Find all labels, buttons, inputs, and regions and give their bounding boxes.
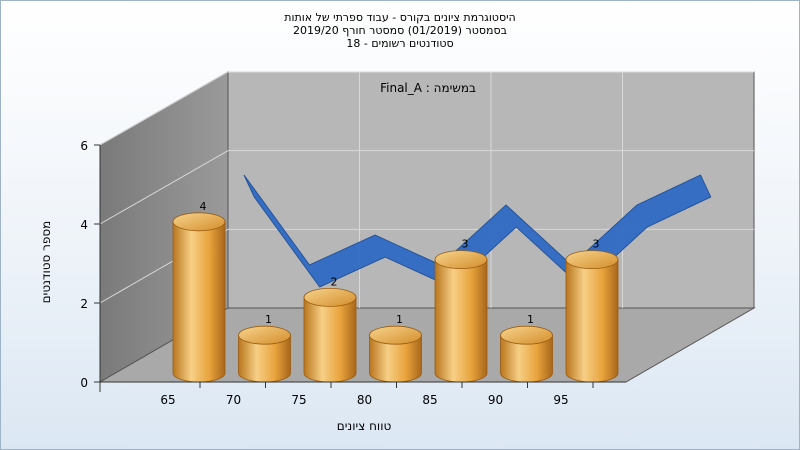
chart-annotation: במשימה : Final_A xyxy=(380,81,476,95)
bar-body xyxy=(565,259,619,383)
value-label: 1 xyxy=(265,313,272,326)
chart-title-line-3: סטודנטים רשומים - 18 xyxy=(346,37,454,50)
y-tick-label: 6 xyxy=(80,139,88,153)
value-label: 3 xyxy=(462,238,469,251)
bar-top xyxy=(172,212,226,232)
y-tick-label: 4 xyxy=(80,218,88,232)
y-tick-label: 2 xyxy=(80,297,88,311)
x-tick-label: 95 xyxy=(553,393,568,407)
bar-top xyxy=(238,325,291,345)
gridline-side xyxy=(99,71,229,146)
value-labels: 4 1 2 1 3 1 3 xyxy=(200,200,600,326)
x-tick-label: 80 xyxy=(357,393,372,407)
bar-top xyxy=(303,287,357,307)
value-label: 1 xyxy=(396,313,403,326)
bar-top xyxy=(500,325,553,345)
chart-title-line-1: היסטוגרמת ציונים בקורס - עבוד ספרתי של א… xyxy=(284,11,516,24)
bar-80 xyxy=(369,325,422,383)
y-axis-title: מספר סטודנטים xyxy=(39,221,53,304)
bars xyxy=(172,212,619,383)
bar-75 xyxy=(303,287,357,383)
bar-95 xyxy=(565,250,619,383)
bar-65 xyxy=(172,212,226,383)
y-tick-label: 0 xyxy=(80,376,88,390)
bar-85 xyxy=(434,250,488,383)
value-label: 4 xyxy=(200,200,207,213)
bar-body xyxy=(434,259,488,383)
axes: 0 2 4 6 65 70 75 80 85 90 95 xyxy=(80,139,626,407)
bar-top xyxy=(565,250,619,269)
x-tick-label: 90 xyxy=(488,393,503,407)
bar-top xyxy=(369,325,422,345)
x-tick-label: 70 xyxy=(226,393,241,407)
x-tick-label: 65 xyxy=(160,393,175,407)
chart-title-line-2: בסמסטר (01/2019) סמסטר חורף 2019/20 xyxy=(293,24,507,37)
gridline-side xyxy=(99,150,229,225)
value-label: 3 xyxy=(593,238,600,251)
x-axis-title: טווח ציונים xyxy=(337,419,392,433)
bar-90 xyxy=(500,325,553,383)
bar-70 xyxy=(238,325,291,383)
bar-top xyxy=(434,250,488,269)
x-tick-label: 85 xyxy=(422,393,437,407)
bar-body xyxy=(172,221,226,383)
bar-body xyxy=(303,296,357,383)
x-tick-label: 75 xyxy=(291,393,306,407)
value-label: 1 xyxy=(527,313,534,326)
value-label: 2 xyxy=(331,275,338,288)
